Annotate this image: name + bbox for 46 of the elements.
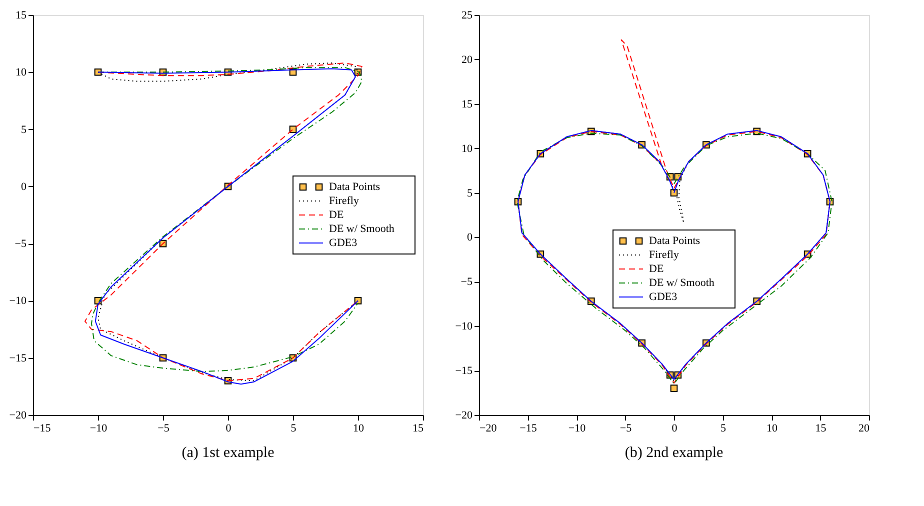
y-tick-label: 25 [462,10,473,22]
x-tick-label: 5 [290,422,297,434]
legend-label: GDE3 [649,291,678,303]
y-tick-label: −5 [14,238,27,250]
legend-label: DE [649,263,664,275]
x-tick-label: −10 [90,422,108,434]
x-tick-label: −5 [158,422,170,434]
legend-label: DE w/ Smooth [329,223,395,235]
legend-label: DE [329,209,344,221]
y-tick-label: 20 [462,54,473,66]
y-tick-label: −5 [460,276,473,288]
legend-label: Firefly [649,249,680,261]
x-tick-label: −20 [480,422,498,434]
y-tick-label: 0 [21,180,27,193]
x-tick-label: −10 [568,422,586,434]
x-tick-label: 20 [858,422,870,434]
x-tick-label: 0 [226,422,232,434]
y-tick-label: 5 [467,187,473,200]
y-tick-label: −10 [9,295,27,308]
y-tick-label: −15 [455,365,473,378]
x-tick-label: 0 [672,422,678,434]
y-tick-label: 15 [16,10,27,22]
x-tick-label: 15 [815,422,827,434]
y-tick-label: 0 [467,232,473,244]
text: (a) 1st example [182,445,275,461]
x-tick-label: −15 [34,422,52,434]
x-tick-label: −5 [620,422,632,434]
y-tick-label: −20 [455,410,473,422]
x-tick-label: 15 [412,422,424,434]
legend-label: GDE3 [329,237,358,249]
y-tick-label: 10 [16,66,27,79]
x-tick-label: 5 [720,422,726,434]
x-tick-label: 10 [766,422,778,434]
legend-label: Data Points [649,235,700,247]
text: (b) 2nd example [624,445,724,461]
y-tick-label: −10 [455,320,473,333]
legend-label: Data Points [329,181,380,193]
legend-label: Firefly [329,195,360,207]
y-tick-label: 5 [21,124,27,136]
y-tick-label: −15 [9,352,27,364]
y-tick-label: −20 [9,410,27,422]
x-tick-label: −15 [520,422,538,434]
legend-label: DE w/ Smooth [649,277,715,289]
y-tick-label: 15 [462,98,473,110]
x-tick-label: 10 [353,422,364,434]
y-tick-label: 10 [462,142,473,155]
